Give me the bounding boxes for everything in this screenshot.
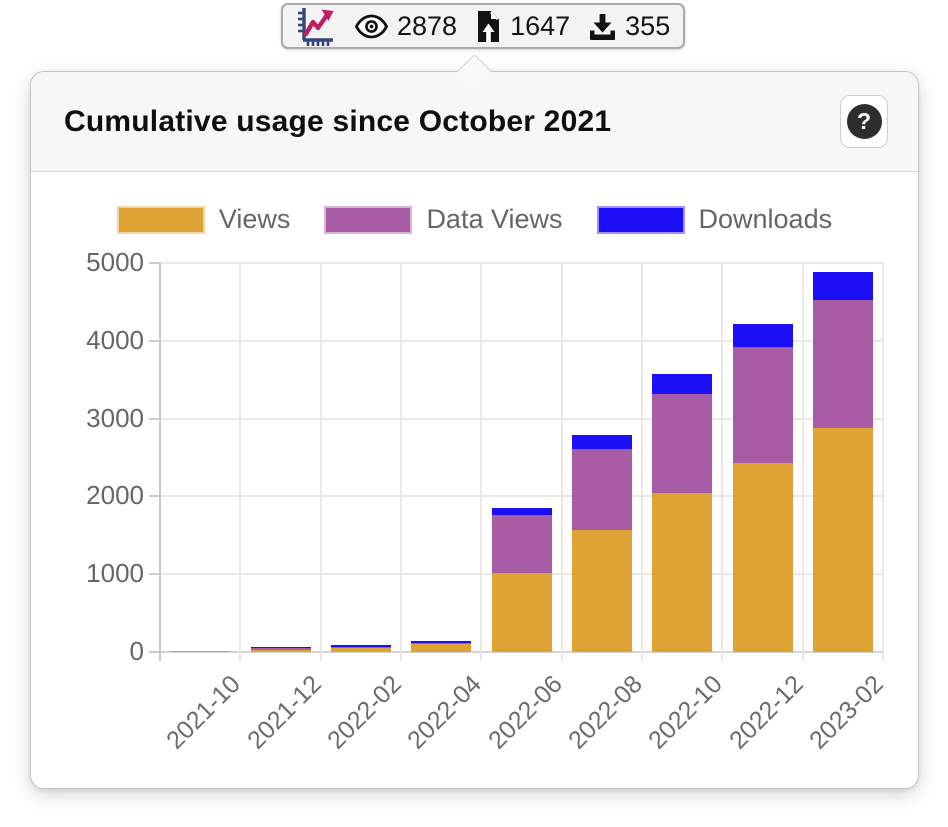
chart-legend: Views Data Views Downloads xyxy=(31,204,918,235)
eye-icon xyxy=(355,14,388,39)
file-upload-icon xyxy=(476,10,501,43)
question-mark-icon: ? xyxy=(846,104,882,139)
bar-segment-downloads xyxy=(812,272,873,300)
bar-segment-downloads xyxy=(491,507,552,516)
gridline-y-3000 xyxy=(160,417,883,420)
gridline-x xyxy=(400,263,402,661)
gridline-x xyxy=(239,263,242,661)
metric-views: 2878 xyxy=(355,11,457,42)
metric-data-views: 1647 xyxy=(476,10,570,43)
usage-chart-icon xyxy=(296,5,336,47)
legend-label: Downloads xyxy=(698,204,833,234)
y-tick-mark xyxy=(149,339,160,342)
popup-header: Cumulative usage since October 2021 ? xyxy=(31,72,918,172)
gridline-y-4000 xyxy=(160,339,883,342)
bar-2022-04[interactable] xyxy=(411,641,472,652)
metric-downloads: 355 xyxy=(589,11,670,42)
downloads-count: 355 xyxy=(625,10,671,41)
bar-segment-views xyxy=(812,428,873,652)
gridline-y-0 xyxy=(160,651,883,653)
y-axis-tick-label: 2000 xyxy=(86,480,144,511)
bar-segment-data-views xyxy=(491,515,552,574)
bar-segment-downloads xyxy=(330,645,391,647)
y-axis-tick-label: 5000 xyxy=(86,247,144,277)
bar-segment-data-views xyxy=(732,346,793,464)
help-button[interactable]: ? xyxy=(840,95,888,148)
bar-segment-data-views xyxy=(411,642,472,645)
y-axis-line xyxy=(159,263,161,661)
bar-segment-data-views xyxy=(330,646,391,649)
bar-segment-data-views xyxy=(571,448,632,531)
y-tick-mark xyxy=(149,651,160,653)
legend-swatch-data-views xyxy=(324,205,413,234)
plot-area[interactable]: 0 1000 2000 3000 4000 5000 2021-10 2021-12 2022-… xyxy=(86,247,888,755)
gridline-x xyxy=(641,263,643,661)
bar-segment-data-views xyxy=(812,299,873,429)
legend-item-downloads[interactable]: Downloads xyxy=(596,204,833,235)
bar-segment-views xyxy=(732,463,793,652)
bar-segment-views xyxy=(170,650,231,652)
gridline-x xyxy=(882,263,884,661)
y-axis-tick-label: 4000 xyxy=(86,324,144,355)
bar-2022-08[interactable] xyxy=(571,434,632,652)
bar-segment-views xyxy=(411,644,472,652)
bar-2021-12[interactable] xyxy=(250,646,311,652)
bar-segment-data-views xyxy=(652,393,713,494)
bar-2022-10[interactable] xyxy=(652,373,713,652)
y-tick-mark xyxy=(149,495,160,498)
page-title: Cumulative usage since October 2021 xyxy=(64,104,612,138)
bar-segment-views xyxy=(330,648,391,652)
bar-2022-06[interactable] xyxy=(491,507,552,652)
y-tick-mark xyxy=(149,417,160,420)
bar-segment-views xyxy=(250,649,311,652)
bar-segment-views xyxy=(571,530,632,652)
gridline-y-5000 xyxy=(160,262,883,265)
legend-swatch-downloads xyxy=(596,205,685,234)
y-axis-tick-label: 0 xyxy=(129,636,144,666)
download-icon xyxy=(589,13,616,40)
bar-segment-views xyxy=(491,573,552,652)
usage-popup-card: Cumulative usage since October 2021 ? Vi… xyxy=(30,53,919,789)
gridline-x xyxy=(801,263,804,661)
bar-segment-downloads xyxy=(732,323,793,347)
legend-item-views[interactable]: Views xyxy=(116,204,291,235)
data-views-count: 1647 xyxy=(510,10,571,41)
bar-segment-views xyxy=(652,493,713,652)
gridline-x xyxy=(480,263,483,661)
bar-segment-downloads xyxy=(411,641,472,643)
legend-swatch-views xyxy=(116,205,205,234)
legend-label: Data Views xyxy=(426,204,563,234)
bar-2022-02[interactable] xyxy=(330,645,391,652)
y-tick-mark xyxy=(149,262,160,265)
bar-2023-02[interactable] xyxy=(812,272,873,652)
bar-segment-downloads xyxy=(250,646,311,649)
gridline-x xyxy=(721,263,724,661)
views-count: 2878 xyxy=(397,10,458,41)
bar-segment-downloads xyxy=(652,373,713,394)
gridline-y-2000 xyxy=(160,495,883,498)
bar-segment-data-views xyxy=(250,648,311,650)
bar-2022-12[interactable] xyxy=(732,323,793,652)
y-tick-mark xyxy=(149,573,160,576)
usage-metrics-toolbar[interactable]: 2878 1647 355 xyxy=(281,3,686,49)
bar-2021-10[interactable] xyxy=(170,650,231,652)
legend-label: Views xyxy=(218,204,291,234)
legend-item-data-views[interactable]: Data Views xyxy=(324,204,563,235)
y-axis-tick-label: 3000 xyxy=(86,402,144,433)
gridline-x xyxy=(319,263,322,661)
gridline-x xyxy=(560,263,563,661)
y-axis-tick-label: 1000 xyxy=(86,558,144,589)
bar-segment-downloads xyxy=(571,434,632,449)
